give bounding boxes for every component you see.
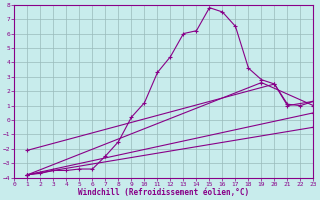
X-axis label: Windchill (Refroidissement éolien,°C): Windchill (Refroidissement éolien,°C) [78, 188, 250, 197]
